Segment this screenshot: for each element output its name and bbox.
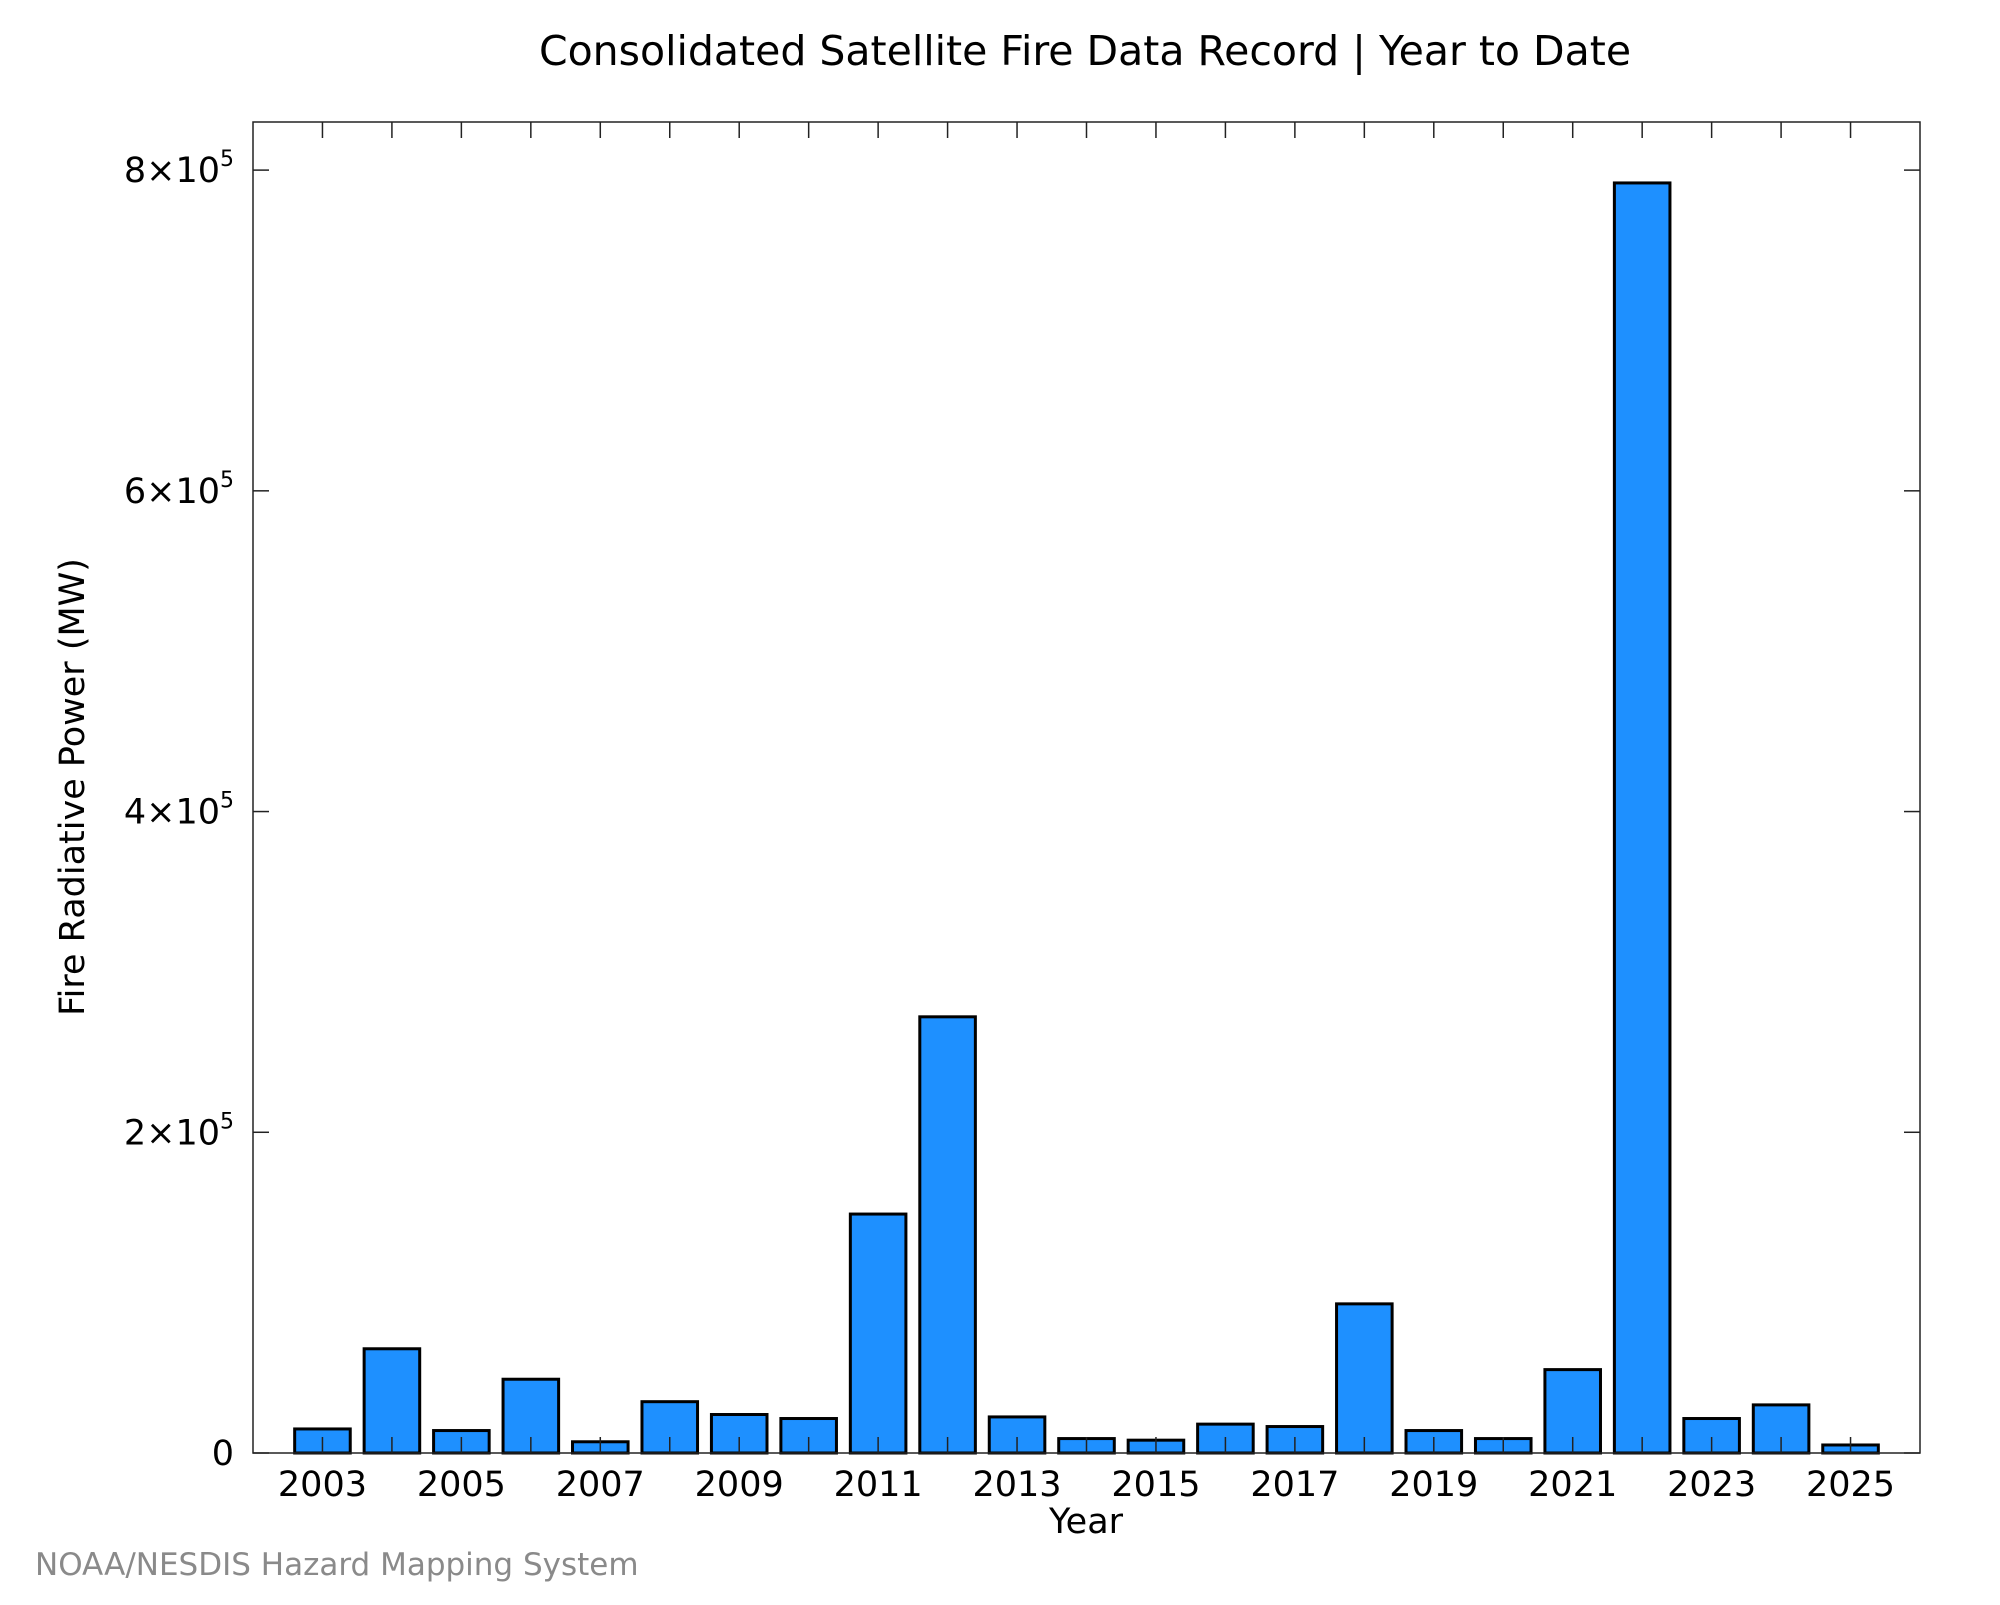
x-tick-label-2023: 2023 (1667, 1465, 1756, 1505)
chart-title: Consolidated Satellite Fire Data Record … (539, 27, 1631, 75)
x-tick-label-2025: 2025 (1806, 1465, 1895, 1505)
x-tick-label-2021: 2021 (1528, 1465, 1617, 1505)
x-axis-label: Year (1048, 1502, 1124, 1542)
x-tick-label-2005: 2005 (417, 1465, 506, 1505)
bar-2011 (848, 1212, 908, 1455)
y-tick-label-400000: 4×105 (124, 789, 234, 833)
x-tick-label-2019: 2019 (1389, 1465, 1478, 1505)
y-tick-label-0: 0 (212, 1434, 234, 1474)
y-tick-labels: 0 2×105 4×105 6×105 8×105 (124, 147, 234, 1474)
y-tick-label-600000: 6×105 (124, 468, 234, 512)
bar-2012 (918, 1015, 977, 1455)
y-tick-label-200000: 2×105 (124, 1109, 234, 1153)
x-tick-labels: 2003 2005 2007 2009 2011 2013 2015 2017 2019 2021… (278, 1465, 1895, 1505)
x-tick-label-2011: 2011 (834, 1465, 923, 1505)
x-tick-label-2009: 2009 (695, 1465, 784, 1505)
ticks-group (253, 122, 1920, 1454)
credit-text: NOAA/NESDIS Hazard Mapping System (35, 1547, 639, 1583)
y-axis-label: Fire Radiative Power (MW) (53, 558, 93, 1016)
bar-2018 (1335, 1302, 1394, 1455)
x-tick-label-2017: 2017 (1250, 1465, 1339, 1505)
bars-group (293, 181, 1880, 1455)
x-tick-label-2007: 2007 (556, 1465, 645, 1505)
bar-2022 (1612, 181, 1672, 1455)
x-tick-label-2003: 2003 (278, 1465, 367, 1505)
x-tick-label-2015: 2015 (1111, 1465, 1200, 1505)
x-tick-label-2013: 2013 (973, 1465, 1062, 1505)
y-tick-label-800000: 8×105 (124, 147, 234, 191)
